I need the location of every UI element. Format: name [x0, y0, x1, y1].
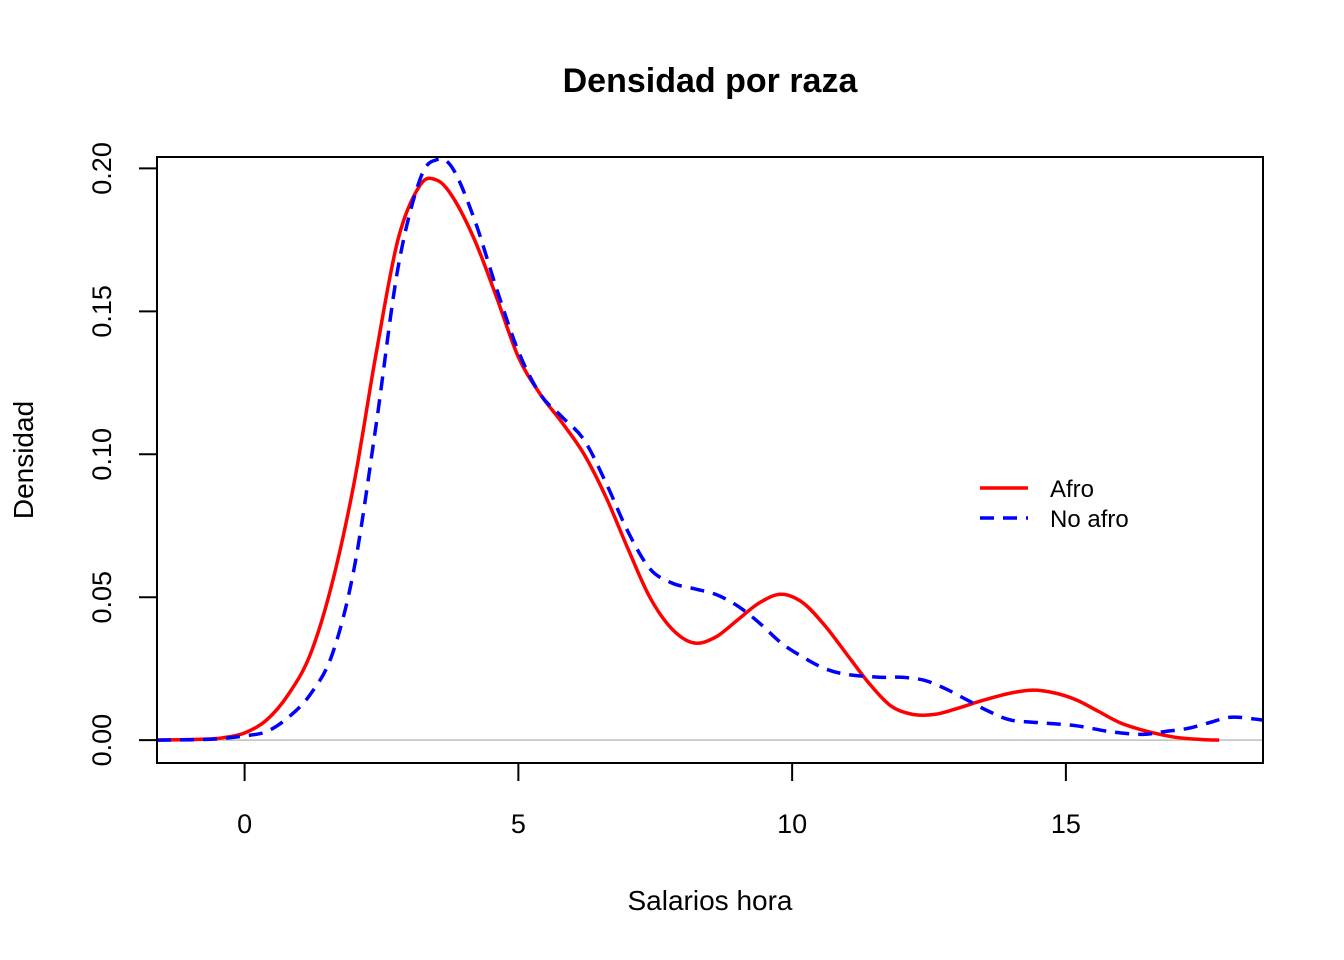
legend-label: Afro [1050, 476, 1094, 503]
series-line-afro [157, 176, 1220, 742]
y-axis: 0.00 0.05 0.10 0.15 0.20 [87, 142, 158, 767]
x-axis: 0 5 10 15 [237, 762, 1081, 839]
series-line-no-afro [157, 157, 1263, 742]
y-tick-label: 0.00 [87, 714, 117, 767]
y-tick-label: 0.20 [87, 142, 117, 195]
y-tick-label: 0.10 [87, 428, 117, 481]
legend: Afro No afro [980, 476, 1129, 533]
x-tick-label: 15 [1051, 809, 1081, 839]
chart-title: Densidad por raza [563, 62, 859, 100]
y-tick-label: 0.05 [87, 571, 117, 624]
x-tick-label: 10 [777, 809, 807, 839]
y-tick-label: 0.15 [87, 285, 117, 338]
x-tick-label: 0 [237, 809, 252, 839]
y-axis-label: Densidad [8, 401, 39, 519]
x-tick-label: 5 [511, 809, 526, 839]
legend-label: No afro [1050, 506, 1129, 533]
x-axis-label: Salarios hora [628, 885, 793, 916]
